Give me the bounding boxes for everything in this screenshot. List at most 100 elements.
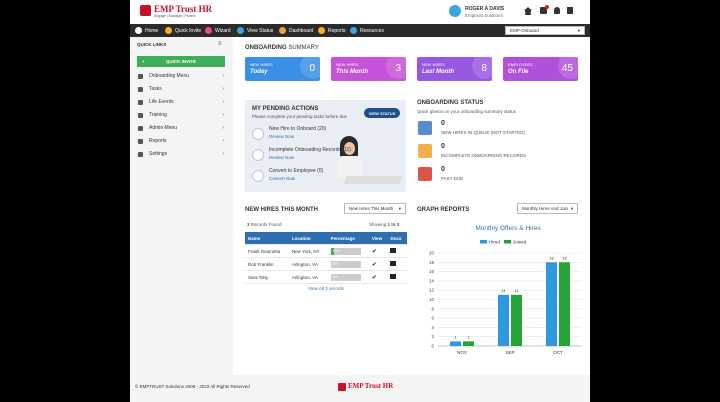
user-name: ROGER A DAVIS xyxy=(465,6,505,12)
progress-bar: 10% xyxy=(330,247,361,255)
sidebar-icon xyxy=(138,112,143,118)
sidebar-item[interactable]: Reports › xyxy=(138,136,224,146)
nav-item[interactable]: Resources xyxy=(350,27,384,34)
card-count: 45 xyxy=(561,63,573,74)
graph-filter[interactable]: Monthly Hires And Join ▾ xyxy=(517,203,578,214)
element: + xyxy=(142,59,145,64)
card-label: NEW HIRES xyxy=(336,62,359,67)
y-tick-label: 20 xyxy=(429,251,435,256)
card-label: EMPLOYEES xyxy=(508,62,533,67)
pending-text: New Hire to Onboard (20) xyxy=(269,126,327,132)
nav-item[interactable]: Reports xyxy=(318,27,346,34)
logo: EMP Trust HR xyxy=(154,4,213,14)
y-tick-label: 4 xyxy=(431,325,434,330)
sidebar-label: Reports xyxy=(149,138,167,144)
table-row: Frank Giannetta New York, NY 10% ✔ xyxy=(245,244,407,258)
bar xyxy=(450,341,461,346)
y-tick-label: 10 xyxy=(429,297,435,302)
cell: Arlington, VA xyxy=(288,270,328,284)
org-select[interactable]: EMP-Onboard ▾ xyxy=(505,26,585,35)
status-icon xyxy=(418,121,432,135)
docs-icon[interactable] xyxy=(387,257,407,271)
illustration-papers xyxy=(343,176,403,184)
nav-item[interactable]: Dashboard xyxy=(279,27,313,34)
sidebar-label: Life Events xyxy=(149,99,174,105)
nav-item[interactable]: Wizard xyxy=(205,27,231,34)
bell-icon[interactable] xyxy=(554,7,560,14)
view-icon[interactable]: ✔ xyxy=(368,244,388,258)
records-count: 3 xyxy=(247,222,250,227)
legend-swatch xyxy=(504,240,511,244)
pending-link[interactable]: Convert Now xyxy=(269,176,296,181)
sidebar-label: Training xyxy=(149,112,167,118)
nav-bar: Home Quick Invite Wizard View Status Dashboa… xyxy=(130,24,590,37)
value-label: 1 xyxy=(467,334,470,339)
header: EMP Trust HR Engage | Manage | Protect R… xyxy=(130,0,590,24)
bold-text: ONBOARDING xyxy=(245,45,287,51)
element xyxy=(390,274,397,279)
sidebar-item[interactable]: Onboarding Menu › xyxy=(138,71,224,81)
cell: Sara Toby xyxy=(245,270,289,284)
summary-card[interactable]: NEW HIRES Last Month 8 xyxy=(417,57,492,81)
nav-icon xyxy=(165,27,172,34)
pending-link[interactable]: Review Now xyxy=(269,134,295,139)
view-all-link[interactable]: View All 3 records xyxy=(308,286,344,291)
docs-icon[interactable] xyxy=(387,244,407,258)
quick-invite-button[interactable]: + QUICK INVITE xyxy=(137,56,225,67)
sidebar-item[interactable]: Life Events › xyxy=(138,97,224,107)
nav-item[interactable]: Quick Invite xyxy=(165,27,201,34)
new-hires-title: NEW HIRES THIS MONTH xyxy=(245,207,318,213)
nav-icon xyxy=(237,27,244,34)
nav-label: View Status xyxy=(247,27,274,34)
sidebar-icon xyxy=(138,125,143,131)
nav-item[interactable]: Home xyxy=(135,27,158,34)
view-status-button[interactable]: VIEW STATUS xyxy=(364,108,400,118)
percentage-cell: 0% xyxy=(327,257,369,271)
card-period: On File xyxy=(508,69,529,75)
element: Name Location Percentage View Docs xyxy=(245,232,407,245)
footer-logo: EMP Trust HR xyxy=(348,382,394,390)
chevron: › xyxy=(222,151,224,157)
status-icon xyxy=(418,167,432,181)
summary-card[interactable]: EMPLOYEES On File 45 xyxy=(503,57,578,81)
summary-title: ONBOARDING SUMMARY xyxy=(245,45,319,51)
sidebar-item[interactable]: Training › xyxy=(138,110,224,120)
pending-link[interactable]: Review Now xyxy=(269,155,295,160)
summary-card[interactable]: NEW HIRES Today 0 xyxy=(245,57,320,81)
nav-item[interactable]: View Status xyxy=(237,27,273,34)
legend-swatch xyxy=(480,240,487,244)
y-tick-label: 8 xyxy=(431,306,434,311)
sidebar-item[interactable]: Tasks › xyxy=(138,84,224,94)
bar xyxy=(463,341,474,346)
circle xyxy=(386,57,406,79)
status-count: 0 xyxy=(441,143,445,150)
circle xyxy=(472,57,492,79)
card-count: 3 xyxy=(395,63,401,74)
footer-logo-icon xyxy=(338,383,346,391)
docs-icon[interactable] xyxy=(387,270,407,284)
card-count: 8 xyxy=(481,63,487,74)
element: EMP-Onboard xyxy=(510,28,539,33)
nav-label: Dashboard xyxy=(289,27,314,34)
card-period: Today xyxy=(250,69,268,75)
mail-icon[interactable] xyxy=(540,7,547,14)
nav-label: Wizard xyxy=(215,27,231,34)
sidebar-item[interactable]: Settings › xyxy=(138,149,224,159)
main: ONBOARDING SUMMARY MY PENDING ACTIONS Pl… xyxy=(233,37,590,375)
logout-icon[interactable] xyxy=(567,7,573,14)
new-hires-filter[interactable]: New Hires This Month ▾ xyxy=(344,203,406,214)
pending-text: Incomplete Onboarding Records (11) xyxy=(269,147,351,153)
chart-title: Monthly Offers & Hires xyxy=(475,225,541,232)
column-header: Percentage xyxy=(327,232,369,245)
sidebar-item[interactable]: Admin Menu › xyxy=(138,123,224,133)
view-icon[interactable]: ✔ xyxy=(368,270,388,284)
nav-icon xyxy=(350,27,357,34)
view-icon[interactable]: ✔ xyxy=(368,257,388,271)
status-label: PAST DUE xyxy=(441,176,464,181)
menu-toggle[interactable]: ≡ xyxy=(218,41,222,47)
chevron: › xyxy=(222,125,224,131)
summary-card[interactable]: NEW HIRES This Month 3 xyxy=(331,57,406,81)
element: Monthly Hires And Join xyxy=(522,206,569,211)
home-icon[interactable] xyxy=(524,7,532,15)
